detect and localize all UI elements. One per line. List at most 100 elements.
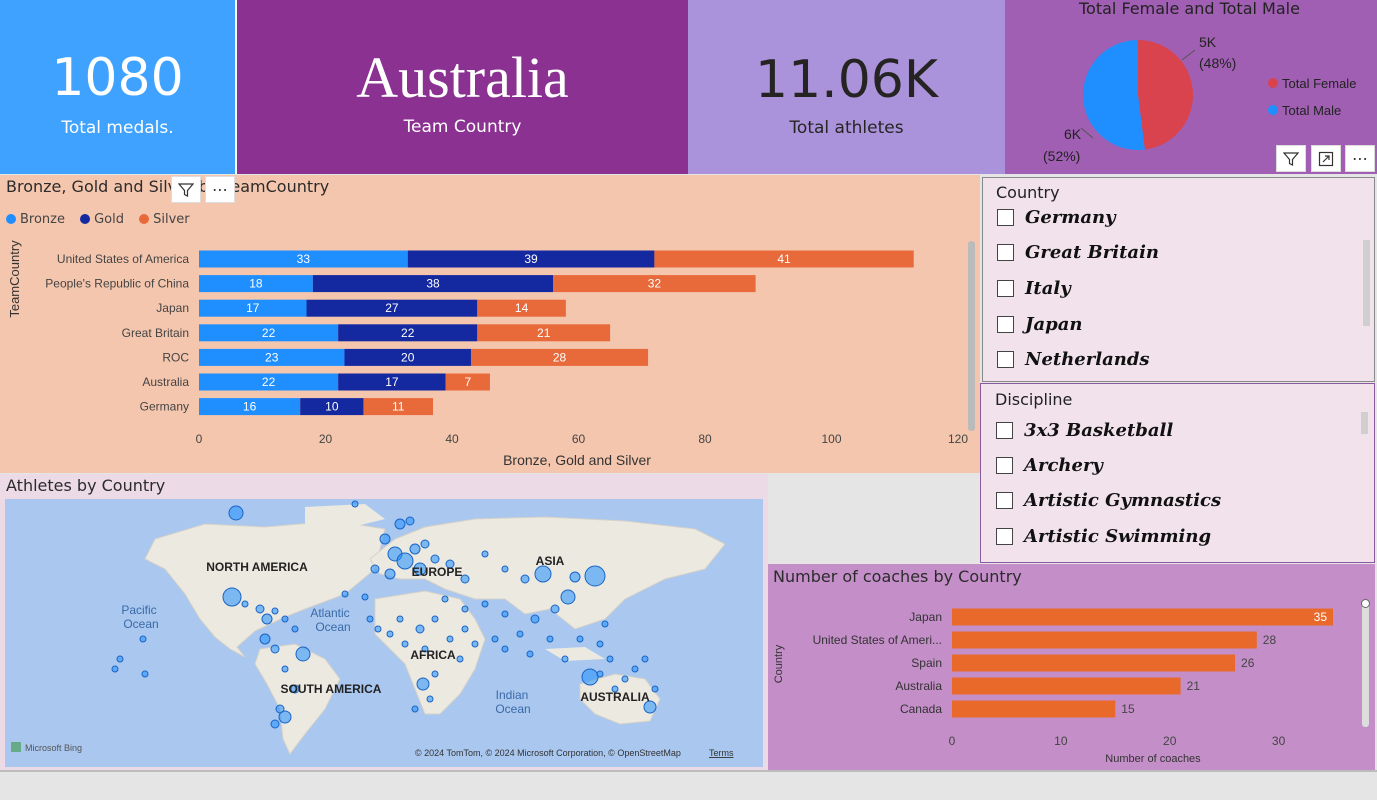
- country-bubble[interactable]: [255, 604, 265, 614]
- country-bubble[interactable]: [401, 640, 409, 648]
- gender-pie-visual[interactable]: Total Female and Total Male 5K (48%) 6K …: [1005, 0, 1377, 174]
- country-bubble[interactable]: [456, 655, 464, 663]
- country-bubble[interactable]: [139, 635, 147, 643]
- country-option-italy[interactable]: Italy: [997, 278, 1071, 299]
- discipline-option-3x3-basketball[interactable]: 3x3 Basketball: [996, 420, 1173, 441]
- country-bubble[interactable]: [501, 565, 509, 573]
- country-bubble[interactable]: [281, 665, 289, 673]
- bar-gold[interactable]: [338, 373, 446, 391]
- country-bubble[interactable]: [374, 625, 382, 633]
- country-option-germany[interactable]: Germany: [997, 207, 1116, 228]
- country-slicer[interactable]: Country Germany Great Britain Italy Japa…: [982, 177, 1375, 382]
- country-bubble[interactable]: [596, 670, 604, 678]
- country-bubble[interactable]: [431, 670, 439, 678]
- country-bubble[interactable]: [481, 550, 489, 558]
- country-bubble[interactable]: [501, 645, 509, 653]
- country-bubble[interactable]: [596, 640, 604, 648]
- bar-bronze[interactable]: [199, 373, 339, 391]
- country-bubble[interactable]: [396, 552, 414, 570]
- coaches-bar[interactable]: [952, 677, 1181, 695]
- bar-gold[interactable]: [407, 250, 655, 268]
- country-bubble[interactable]: [584, 565, 606, 587]
- country-bubble[interactable]: [396, 615, 404, 623]
- legend-gold[interactable]: Gold: [80, 212, 124, 227]
- country-bubble[interactable]: [516, 630, 524, 638]
- pie-slice-female[interactable]: [1138, 40, 1194, 150]
- country-bubble[interactable]: [491, 635, 499, 643]
- bar-gold[interactable]: [338, 324, 478, 342]
- bar-silver[interactable]: [654, 250, 914, 268]
- country-bubble[interactable]: [270, 644, 280, 654]
- checkbox[interactable]: [997, 209, 1014, 226]
- country-bubble[interactable]: [261, 613, 273, 625]
- checkbox[interactable]: [996, 492, 1013, 509]
- country-slicer-scrollbar[interactable]: [1363, 240, 1370, 326]
- country-bubble[interactable]: [386, 630, 394, 638]
- coaches-scrollbar[interactable]: [1362, 601, 1369, 727]
- team-country-card[interactable]: Australia Team Country: [237, 0, 688, 174]
- country-bubble[interactable]: [534, 565, 552, 583]
- country-option-netherlands[interactable]: Netherlands: [997, 349, 1150, 370]
- country-bubble[interactable]: [379, 533, 391, 545]
- country-bubble[interactable]: [430, 554, 440, 564]
- bar-silver[interactable]: [445, 373, 490, 391]
- discipline-option-archery[interactable]: Archery: [996, 455, 1103, 476]
- country-bubble[interactable]: [420, 539, 430, 549]
- focus-mode-icon[interactable]: [1311, 145, 1341, 172]
- country-bubble[interactable]: [461, 625, 469, 633]
- country-bubble[interactable]: [370, 564, 380, 574]
- country-bubble[interactable]: [394, 518, 406, 530]
- country-bubble[interactable]: [291, 625, 299, 633]
- coaches-bar[interactable]: [952, 631, 1257, 649]
- coaches-bar[interactable]: [952, 654, 1236, 672]
- country-bubble[interactable]: [228, 505, 244, 521]
- checkbox[interactable]: [997, 280, 1014, 297]
- country-option-japan[interactable]: Japan: [997, 314, 1083, 335]
- coaches-bar[interactable]: [952, 700, 1116, 718]
- country-bubble[interactable]: [546, 635, 554, 643]
- country-bubble[interactable]: [366, 615, 374, 623]
- country-bubble[interactable]: [405, 516, 415, 526]
- legend-silver[interactable]: Silver: [139, 212, 190, 227]
- country-bubble[interactable]: [530, 614, 540, 624]
- bar-gold[interactable]: [300, 398, 364, 416]
- checkbox[interactable]: [997, 316, 1014, 333]
- country-bubble[interactable]: [631, 665, 639, 673]
- country-bubble[interactable]: [259, 633, 271, 645]
- medals-scrollbar[interactable]: [968, 241, 975, 431]
- more-options-icon[interactable]: ⋯: [205, 176, 235, 203]
- country-bubble[interactable]: [411, 705, 419, 713]
- discipline-slicer[interactable]: Discipline 3x3 Basketball Archery Artist…: [980, 383, 1375, 563]
- bar-silver[interactable]: [470, 348, 649, 366]
- country-bubble[interactable]: [651, 685, 659, 693]
- country-bubble[interactable]: [290, 684, 300, 694]
- checkbox[interactable]: [996, 422, 1013, 439]
- checkbox[interactable]: [997, 244, 1014, 261]
- country-bubble[interactable]: [581, 668, 599, 686]
- bar-gold[interactable]: [312, 275, 554, 293]
- country-bubble[interactable]: [446, 635, 454, 643]
- country-bubble[interactable]: [601, 620, 609, 628]
- country-bubble[interactable]: [641, 655, 649, 663]
- bar-silver[interactable]: [363, 398, 434, 416]
- country-bubble[interactable]: [271, 607, 279, 615]
- country-bubble[interactable]: [361, 593, 369, 601]
- country-bubble[interactable]: [471, 640, 479, 648]
- country-bubble[interactable]: [441, 595, 449, 603]
- scroll-handle[interactable]: [1361, 599, 1370, 608]
- country-bubble[interactable]: [384, 568, 396, 580]
- bar-gold[interactable]: [306, 299, 478, 317]
- bar-bronze[interactable]: [199, 398, 301, 416]
- country-bubble[interactable]: [560, 589, 576, 605]
- legend-bronze[interactable]: Bronze: [6, 212, 65, 227]
- more-options-icon[interactable]: ⋯: [1345, 145, 1375, 172]
- country-bubble[interactable]: [606, 655, 614, 663]
- bar-silver[interactable]: [553, 275, 756, 293]
- bar-bronze[interactable]: [199, 324, 339, 342]
- bar-bronze[interactable]: [199, 299, 307, 317]
- country-bubble[interactable]: [111, 665, 119, 673]
- country-bubble[interactable]: [416, 677, 430, 691]
- country-option-great-britain[interactable]: Great Britain: [997, 242, 1159, 263]
- pie-slice-male[interactable]: [1083, 40, 1145, 150]
- checkbox[interactable]: [996, 457, 1013, 474]
